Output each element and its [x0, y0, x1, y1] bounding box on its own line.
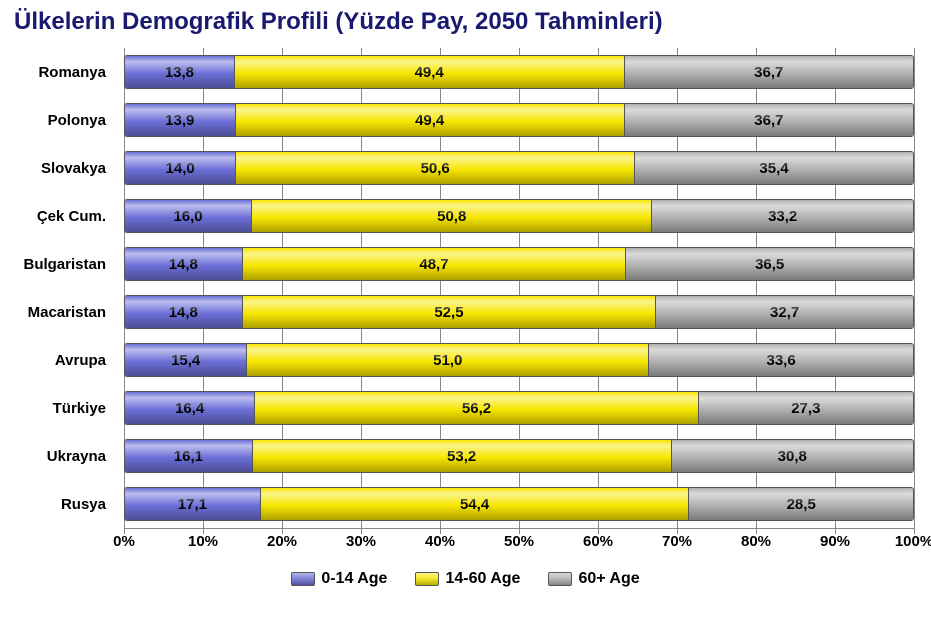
- country-label: Türkiye: [14, 384, 114, 432]
- x-tick-label: 40%: [425, 533, 455, 550]
- bar-segment-age-60p: 33,6: [648, 344, 913, 376]
- legend-item: 14-60 Age: [415, 570, 520, 588]
- country-label: Macaristan: [14, 288, 114, 336]
- bar-row: Polonya13,949,436,7: [124, 96, 914, 144]
- stacked-bar: 14,852,532,7: [124, 295, 914, 329]
- x-tick-label: 70%: [662, 533, 692, 550]
- bar-segment-age-0-14: 17,1: [125, 488, 260, 520]
- legend-label: 60+ Age: [578, 570, 639, 588]
- bar-segment-age-0-14: 16,0: [125, 200, 251, 232]
- x-tick-label: 30%: [346, 533, 376, 550]
- legend-swatch: [548, 572, 572, 586]
- bar-segment-age-14-60: 50,8: [251, 200, 651, 232]
- country-label: Avrupa: [14, 336, 114, 384]
- bar-segment-age-0-14: 14,8: [125, 248, 242, 280]
- stacked-bar: 14,050,635,4: [124, 151, 914, 185]
- bar-row: Romanya13,849,436,7: [124, 48, 914, 96]
- legend-swatch: [415, 572, 439, 586]
- bar-segment-age-14-60: 48,7: [242, 248, 626, 280]
- bar-segment-age-60p: 35,4: [634, 152, 913, 184]
- chart-area: Romanya13,849,436,7Polonya13,949,436,7Sl…: [14, 48, 917, 556]
- bar-segment-age-60p: 33,2: [651, 200, 913, 232]
- x-tick-label: 50%: [504, 533, 534, 550]
- bar-row: Macaristan14,852,532,7: [124, 288, 914, 336]
- country-label: Polonya: [14, 96, 114, 144]
- country-label: Bulgaristan: [14, 240, 114, 288]
- x-axis: 0%10%20%30%40%50%60%70%80%90%100%: [124, 528, 914, 556]
- country-label: Romanya: [14, 48, 114, 96]
- bar-row: Avrupa15,451,033,6: [124, 336, 914, 384]
- x-tick-label: 80%: [741, 533, 771, 550]
- stacked-bar: 16,050,833,2: [124, 199, 914, 233]
- bar-segment-age-14-60: 53,2: [252, 440, 671, 472]
- bar-segment-age-0-14: 14,8: [125, 296, 242, 328]
- bar-segment-age-0-14: 13,8: [125, 56, 234, 88]
- legend-label: 14-60 Age: [445, 570, 520, 588]
- x-tick-label: 20%: [267, 533, 297, 550]
- bar-segment-age-60p: 36,5: [625, 248, 913, 280]
- bar-segment-age-60p: 36,7: [624, 104, 913, 136]
- bar-segment-age-60p: 27,3: [698, 392, 913, 424]
- bar-segment-age-14-60: 56,2: [254, 392, 697, 424]
- gridline: [914, 48, 915, 534]
- bar-segment-age-0-14: 13,9: [125, 104, 235, 136]
- stacked-bar: 15,451,033,6: [124, 343, 914, 377]
- stacked-bar: 17,154,428,5: [124, 487, 914, 521]
- chart-title: Ülkelerin Demografik Profili (Yüzde Pay,…: [14, 8, 917, 36]
- bar-segment-age-14-60: 49,4: [234, 56, 624, 88]
- bar-segment-age-0-14: 16,1: [125, 440, 252, 472]
- legend-item: 60+ Age: [548, 570, 639, 588]
- bar-segment-age-0-14: 16,4: [125, 392, 254, 424]
- bar-row: Slovakya14,050,635,4: [124, 144, 914, 192]
- country-label: Rusya: [14, 480, 114, 528]
- bar-segment-age-60p: 30,8: [671, 440, 913, 472]
- bar-segment-age-14-60: 54,4: [260, 488, 689, 520]
- bar-row: Çek Cum.16,050,833,2: [124, 192, 914, 240]
- country-label: Çek Cum.: [14, 192, 114, 240]
- bar-segment-age-14-60: 50,6: [235, 152, 634, 184]
- bar-segment-age-60p: 36,7: [624, 56, 913, 88]
- x-tick-label: 60%: [583, 533, 613, 550]
- country-label: Ukrayna: [14, 432, 114, 480]
- legend-item: 0-14 Age: [291, 570, 387, 588]
- legend-label: 0-14 Age: [321, 570, 387, 588]
- x-tick-label: 100%: [895, 533, 931, 550]
- bar-segment-age-60p: 28,5: [688, 488, 913, 520]
- legend-swatch: [291, 572, 315, 586]
- bar-segment-age-60p: 32,7: [655, 296, 913, 328]
- stacked-bar: 13,949,436,7: [124, 103, 914, 137]
- chart-legend: 0-14 Age 14-60 Age 60+ Age: [14, 570, 917, 588]
- x-tick-label: 10%: [188, 533, 218, 550]
- chart-plot: Romanya13,849,436,7Polonya13,949,436,7Sl…: [124, 48, 914, 528]
- bar-segment-age-14-60: 51,0: [246, 344, 648, 376]
- country-label: Slovakya: [14, 144, 114, 192]
- bar-row: Türkiye16,456,227,3: [124, 384, 914, 432]
- bar-segment-age-0-14: 15,4: [125, 344, 246, 376]
- bar-segment-age-0-14: 14,0: [125, 152, 235, 184]
- bar-row: Ukrayna16,153,230,8: [124, 432, 914, 480]
- bar-row: Bulgaristan14,848,736,5: [124, 240, 914, 288]
- stacked-bar: 14,848,736,5: [124, 247, 914, 281]
- stacked-bar: 16,456,227,3: [124, 391, 914, 425]
- x-tick-label: 0%: [113, 533, 135, 550]
- bar-segment-age-14-60: 49,4: [235, 104, 624, 136]
- x-tick-label: 90%: [820, 533, 850, 550]
- stacked-bar: 16,153,230,8: [124, 439, 914, 473]
- bar-row: Rusya17,154,428,5: [124, 480, 914, 528]
- stacked-bar: 13,849,436,7: [124, 55, 914, 89]
- bar-segment-age-14-60: 52,5: [242, 296, 656, 328]
